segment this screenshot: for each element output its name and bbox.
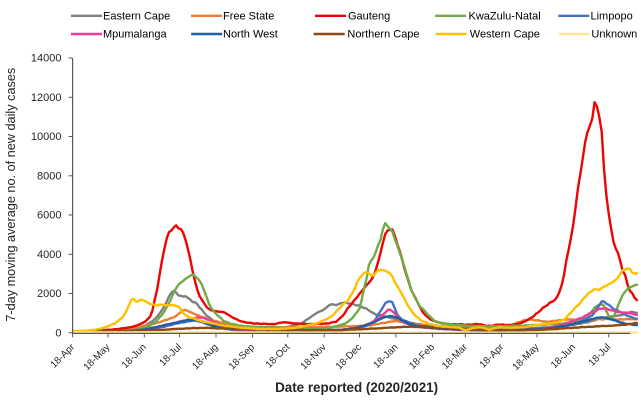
svg-text:KwaZulu-Natal: KwaZulu-Natal <box>469 11 541 23</box>
svg-text:Date reported (2020/2021): Date reported (2020/2021) <box>275 380 438 395</box>
svg-text:Free State: Free State <box>223 11 274 23</box>
svg-text:Mpumalanga: Mpumalanga <box>103 29 167 41</box>
svg-text:Northern Cape: Northern Cape <box>347 29 419 41</box>
svg-text:Gauteng: Gauteng <box>348 11 390 23</box>
svg-text:2000: 2000 <box>37 288 61 300</box>
svg-text:12000: 12000 <box>31 92 62 104</box>
svg-text:14000: 14000 <box>31 53 62 65</box>
svg-text:7-day moving average no. of ne: 7-day moving average no. of new daily ca… <box>4 68 18 322</box>
svg-text:6000: 6000 <box>37 210 61 222</box>
svg-text:4000: 4000 <box>37 249 61 261</box>
svg-text:10000: 10000 <box>31 131 62 143</box>
svg-text:Western Cape: Western Cape <box>470 29 540 41</box>
svg-text:Unknown: Unknown <box>591 29 637 41</box>
svg-text:8000: 8000 <box>37 171 61 183</box>
svg-text:Limpopo: Limpopo <box>591 11 633 23</box>
svg-text:North West: North West <box>223 29 278 41</box>
svg-text:Eastern Cape: Eastern Cape <box>103 11 170 23</box>
svg-text:0: 0 <box>55 328 61 340</box>
